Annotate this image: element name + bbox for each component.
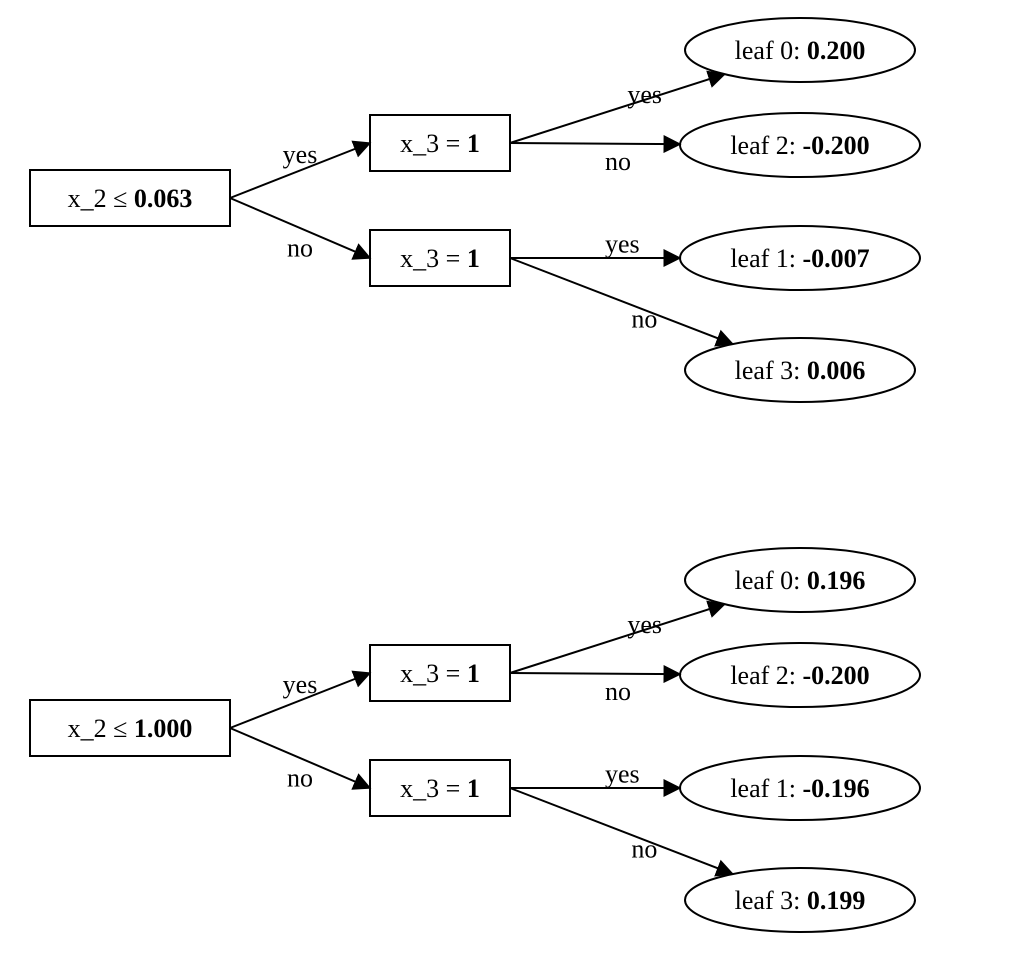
- tree-1-leaf-3-label: leaf 3: 0.199: [735, 886, 866, 915]
- tree-1-edge-root-mid-0-label: yes: [283, 670, 318, 699]
- tree-0-leaf-2-label: leaf 1: -0.007: [730, 244, 869, 273]
- tree-0-mid-0-label: x_3 = 1: [400, 129, 480, 158]
- tree-1-edge-mid0-leaf-1-label: no: [605, 677, 631, 706]
- tree-1-edge-mid1-leaf-3-label: no: [631, 835, 657, 864]
- tree-1-edge-mid0-leaf-1: [510, 673, 680, 674]
- tree-0-edge-mid0-leaf-1-label: no: [605, 147, 631, 176]
- tree-1-leaf-0-label: leaf 0: 0.196: [735, 566, 866, 595]
- tree-0-edge-mid0-leaf-1: [510, 143, 680, 144]
- tree-1-root-label: x_2 ≤ 1.000: [68, 714, 193, 743]
- tree-0-leaf-3-label: leaf 3: 0.006: [735, 356, 866, 385]
- tree-0-leaf-0-label: leaf 0: 0.200: [735, 36, 866, 65]
- tree-1-mid-0-label: x_3 = 1: [400, 659, 480, 688]
- tree-0-mid-1-label: x_3 = 1: [400, 244, 480, 273]
- tree-0-edge-root-mid-0-label: yes: [283, 140, 318, 169]
- tree-0-edge-mid0-leaf-0-label: yes: [627, 80, 662, 109]
- tree-1-leaf-2-label: leaf 1: -0.196: [730, 774, 869, 803]
- tree-0-leaf-1-label: leaf 2: -0.200: [730, 131, 869, 160]
- tree-1-edge-mid0-leaf-0-label: yes: [627, 610, 662, 639]
- tree-layer: x_2 ≤ 0.063 x_3 = 1 yes x_3 = 1 no leaf 0: 0.…: [30, 18, 920, 932]
- tree-0-edge-mid1-leaf-3-label: no: [631, 305, 657, 334]
- decision-tree-diagram: x_2 ≤ 0.063 x_3 = 1 yes x_3 = 1 no leaf 0: 0.…: [0, 0, 1024, 953]
- tree-1-mid-1-label: x_3 = 1: [400, 774, 480, 803]
- tree-0-edge-mid1-leaf-2-label: yes: [605, 230, 640, 259]
- tree-1-edge-root-mid-1-label: no: [287, 764, 313, 793]
- tree-1-edge-mid1-leaf-2-label: yes: [605, 760, 640, 789]
- tree-0-root-label: x_2 ≤ 0.063: [68, 184, 193, 213]
- tree-0-edge-root-mid-1-label: no: [287, 234, 313, 263]
- tree-1-leaf-1-label: leaf 2: -0.200: [730, 661, 869, 690]
